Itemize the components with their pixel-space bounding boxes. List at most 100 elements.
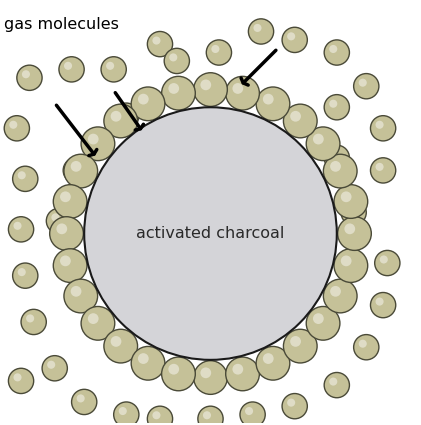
Circle shape — [72, 389, 97, 414]
Circle shape — [152, 411, 160, 419]
Circle shape — [104, 329, 138, 363]
Circle shape — [64, 279, 98, 313]
Circle shape — [101, 57, 126, 82]
Circle shape — [18, 268, 26, 276]
Circle shape — [18, 171, 26, 179]
Circle shape — [329, 45, 337, 53]
Circle shape — [53, 185, 87, 218]
Circle shape — [226, 357, 259, 391]
Circle shape — [323, 279, 357, 313]
Circle shape — [59, 57, 84, 82]
Circle shape — [344, 224, 355, 234]
Circle shape — [200, 368, 211, 378]
Circle shape — [354, 334, 379, 360]
Circle shape — [283, 329, 317, 363]
Circle shape — [81, 127, 115, 161]
Circle shape — [13, 166, 38, 191]
Circle shape — [114, 402, 139, 425]
Circle shape — [282, 394, 307, 419]
Circle shape — [8, 368, 34, 394]
Circle shape — [253, 24, 261, 32]
Circle shape — [60, 255, 71, 266]
Circle shape — [84, 107, 337, 360]
Circle shape — [375, 250, 400, 276]
Circle shape — [194, 73, 227, 106]
Circle shape — [283, 104, 317, 138]
Circle shape — [226, 76, 259, 110]
Circle shape — [111, 336, 121, 347]
Circle shape — [376, 298, 384, 306]
Circle shape — [60, 191, 71, 202]
Circle shape — [334, 249, 368, 283]
Circle shape — [131, 87, 165, 121]
Circle shape — [248, 19, 274, 44]
Circle shape — [111, 111, 121, 122]
Circle shape — [380, 255, 388, 264]
Circle shape — [168, 83, 179, 94]
Circle shape — [119, 108, 127, 116]
Circle shape — [329, 377, 337, 385]
Circle shape — [42, 356, 67, 381]
Circle shape — [329, 100, 337, 108]
Circle shape — [346, 205, 354, 213]
Circle shape — [354, 74, 379, 99]
Circle shape — [282, 27, 307, 53]
Circle shape — [131, 346, 165, 380]
Circle shape — [341, 191, 352, 202]
Circle shape — [169, 54, 177, 62]
Circle shape — [370, 292, 396, 318]
Circle shape — [106, 62, 114, 70]
Text: gas molecules: gas molecules — [4, 17, 119, 32]
Circle shape — [138, 353, 149, 364]
Circle shape — [338, 217, 371, 250]
Circle shape — [17, 65, 42, 91]
Circle shape — [162, 76, 195, 110]
Circle shape — [88, 313, 99, 324]
Circle shape — [232, 364, 243, 374]
Circle shape — [198, 406, 223, 425]
Circle shape — [287, 399, 295, 407]
Circle shape — [64, 62, 72, 70]
Circle shape — [68, 163, 76, 171]
Circle shape — [114, 103, 139, 128]
Circle shape — [26, 314, 34, 323]
Circle shape — [64, 154, 98, 188]
Circle shape — [71, 286, 81, 297]
Circle shape — [256, 346, 290, 380]
Circle shape — [119, 407, 127, 415]
Circle shape — [63, 158, 88, 183]
Circle shape — [313, 134, 324, 144]
Circle shape — [290, 336, 301, 347]
Circle shape — [290, 111, 301, 122]
Circle shape — [56, 224, 67, 234]
Circle shape — [200, 79, 211, 90]
Circle shape — [287, 32, 295, 40]
Circle shape — [147, 31, 173, 57]
Circle shape — [50, 217, 83, 250]
Circle shape — [370, 158, 396, 183]
Circle shape — [51, 213, 59, 221]
Circle shape — [104, 104, 138, 138]
Circle shape — [162, 357, 195, 391]
Circle shape — [22, 70, 30, 78]
Circle shape — [47, 361, 55, 369]
Circle shape — [13, 373, 21, 381]
Circle shape — [324, 40, 349, 65]
Circle shape — [13, 222, 21, 230]
Circle shape — [71, 161, 81, 172]
Circle shape — [138, 94, 149, 105]
Circle shape — [359, 79, 367, 87]
Circle shape — [313, 313, 324, 324]
Circle shape — [21, 309, 46, 334]
Circle shape — [81, 306, 115, 340]
Circle shape — [330, 161, 341, 172]
Circle shape — [341, 255, 352, 266]
Circle shape — [9, 121, 17, 129]
Circle shape — [256, 87, 290, 121]
Circle shape — [324, 145, 349, 170]
Circle shape — [324, 95, 349, 120]
Circle shape — [206, 40, 232, 65]
Circle shape — [370, 116, 396, 141]
Text: activated charcoal: activated charcoal — [136, 226, 285, 241]
Circle shape — [359, 340, 367, 348]
